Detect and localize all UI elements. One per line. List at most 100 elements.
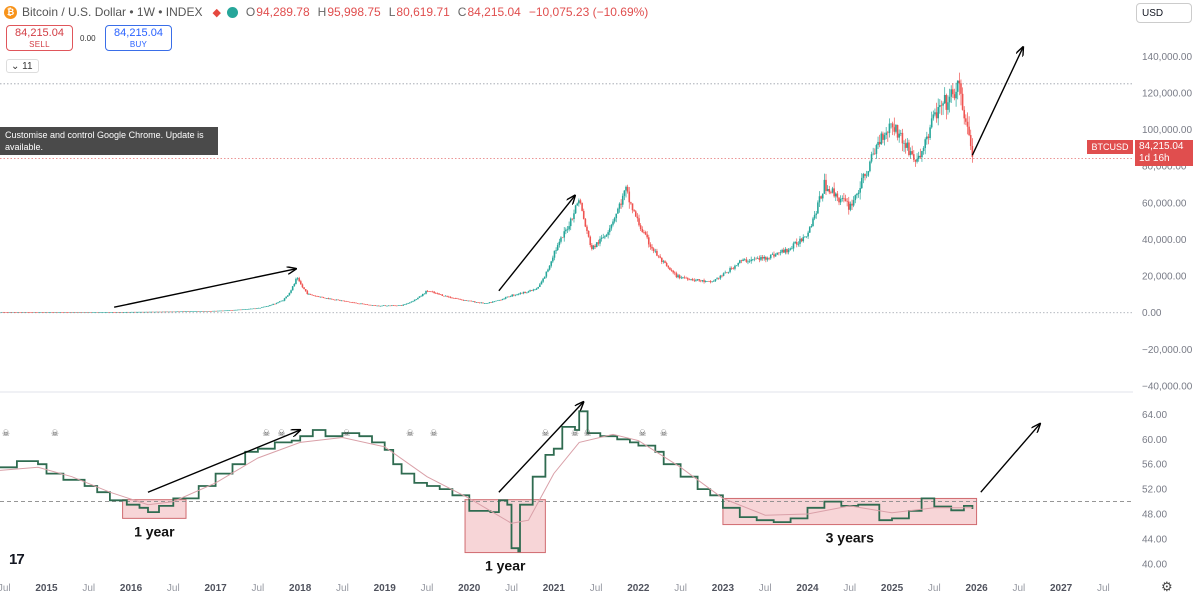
candle-body [252, 308, 255, 310]
candle-body [960, 83, 962, 94]
candle-body [25, 312, 27, 313]
candle-body [226, 310, 229, 312]
oscillator-axis-tick: 52.00 [1142, 485, 1167, 496]
candle-body [130, 311, 133, 313]
candle-body [571, 218, 574, 220]
candle-body [392, 305, 395, 306]
candle-body [382, 305, 385, 307]
time-axis-tick: Jul [505, 583, 518, 594]
candle-body [621, 195, 624, 205]
candle-body [618, 203, 621, 209]
candle-body [961, 93, 964, 110]
candle-body [26, 312, 29, 313]
candle-body [438, 293, 440, 295]
flag-icon[interactable]: ◆ [212, 6, 221, 19]
candle-body [965, 118, 967, 122]
candle-body [304, 289, 307, 292]
candle-body [730, 268, 733, 269]
candle-body [407, 303, 409, 304]
candle-body [41, 312, 44, 313]
candle-body [784, 249, 787, 253]
candle-body [839, 198, 842, 203]
candle-body [260, 307, 263, 308]
candle-body [594, 245, 596, 248]
sell-price: 84,215.04 [15, 27, 64, 39]
sell-button[interactable]: 84,215.04 SELL [6, 25, 73, 51]
candle-body [527, 291, 530, 293]
candle-body [857, 192, 860, 195]
candle-body [129, 311, 131, 313]
candle-body [301, 284, 304, 288]
candle-body [249, 308, 252, 310]
candle-body [217, 310, 219, 312]
indicators-collapse-button[interactable]: ⌄ 11 [6, 59, 39, 73]
candle-body [178, 311, 180, 313]
candle-body [568, 226, 570, 230]
candle-body [33, 312, 35, 313]
gear-icon[interactable]: ⚙ [1161, 579, 1173, 594]
candle-body [690, 279, 692, 280]
candle-body [896, 124, 899, 138]
currency-selector[interactable]: USD [1136, 3, 1192, 23]
candle-body [132, 311, 135, 313]
candle-body [208, 311, 211, 312]
candle-body [706, 281, 709, 282]
candle-body [958, 80, 961, 84]
candle-body [220, 310, 222, 312]
candle-body [374, 305, 377, 306]
candle-body [945, 94, 948, 110]
candle-body [860, 177, 863, 189]
time-axis-tick: Jul [759, 583, 772, 594]
candle-body [347, 301, 349, 302]
skull-marker-icon: ☠ [51, 429, 59, 439]
candle-body [602, 237, 605, 239]
candle-body [846, 201, 848, 202]
high-label: H [317, 5, 327, 19]
candle-body [7, 312, 9, 313]
candle-body [926, 136, 928, 140]
candle-body [270, 304, 273, 306]
candle-body [77, 312, 79, 313]
candle-body [475, 302, 478, 303]
candle-body [883, 135, 886, 140]
candle-body [815, 213, 818, 215]
time-axis-tick: 2020 [458, 583, 481, 594]
candle-body [913, 154, 915, 160]
candle-body [696, 279, 699, 280]
candle-body [379, 305, 382, 307]
candle-body [418, 296, 421, 298]
candle-body [955, 91, 957, 99]
candle-body [812, 218, 814, 226]
candle-body [470, 300, 473, 302]
candle-body [20, 312, 22, 313]
close-label: C [457, 5, 467, 19]
buy-price: 84,215.04 [114, 27, 163, 39]
time-axis-tick: 2015 [35, 583, 58, 594]
candle-body [391, 305, 393, 306]
candle-body [686, 278, 689, 280]
candle-body [802, 237, 805, 242]
candle-body [2, 311, 5, 313]
candle-body [121, 312, 123, 313]
candle-body [628, 191, 631, 203]
candle-body [473, 301, 476, 303]
candle-body [368, 304, 370, 306]
candle-body [30, 312, 32, 313]
candle-body [104, 312, 107, 313]
tradingview-logo-icon[interactable]: 17 [9, 551, 25, 568]
candle-body [160, 311, 162, 313]
oscillator-axis-tick: 44.00 [1142, 534, 1167, 545]
candle-body [5, 312, 8, 313]
candle-body [750, 259, 753, 262]
candle-body [509, 296, 512, 297]
candle-body [880, 133, 883, 145]
candle-body [665, 262, 668, 266]
candle-body [376, 305, 379, 307]
candle-body [524, 291, 526, 293]
buy-button[interactable]: 84,215.04 BUY [105, 25, 172, 51]
candle-body [742, 259, 744, 262]
candle-body [608, 228, 611, 233]
symbol-title[interactable]: Bitcoin / U.S. Dollar • 1W • INDEX [22, 5, 203, 19]
candle-body [760, 257, 762, 260]
